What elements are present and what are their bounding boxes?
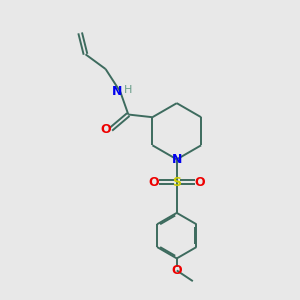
Text: O: O <box>101 123 111 136</box>
Text: N: N <box>172 153 182 166</box>
Text: N: N <box>112 85 122 98</box>
Text: S: S <box>172 176 181 189</box>
Text: O: O <box>148 176 159 189</box>
Text: H: H <box>124 85 132 95</box>
Text: O: O <box>172 264 182 277</box>
Text: O: O <box>195 176 206 189</box>
